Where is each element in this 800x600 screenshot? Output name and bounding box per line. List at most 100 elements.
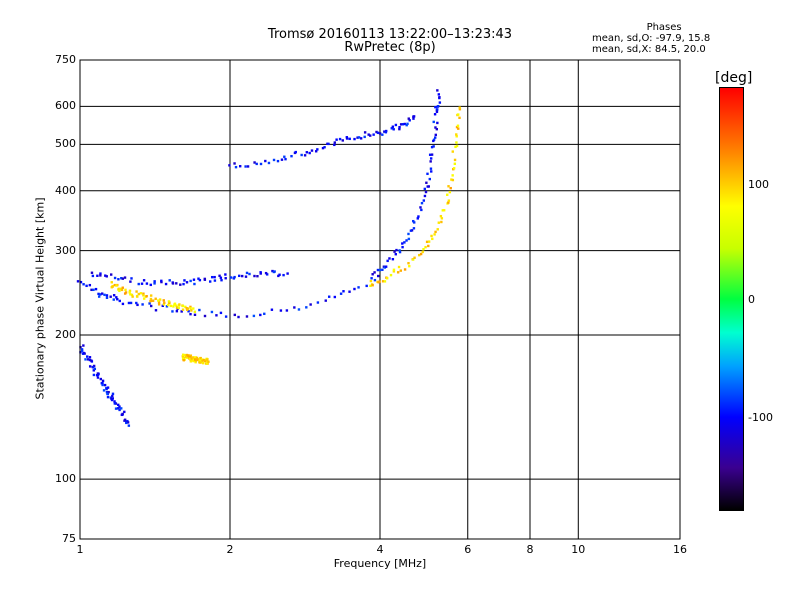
echo-point — [278, 273, 281, 276]
echo-point — [422, 199, 426, 202]
echo-point — [157, 301, 161, 304]
echo-point — [142, 279, 146, 282]
echo-point — [192, 357, 195, 361]
echo-point — [316, 148, 319, 151]
echo-point — [345, 137, 349, 140]
echo-point — [389, 273, 393, 277]
echo-point — [185, 281, 189, 284]
echo-point — [169, 304, 173, 308]
echo-point — [182, 282, 185, 286]
echo-point — [177, 306, 180, 310]
echo-point — [369, 279, 373, 283]
echo-point — [405, 239, 408, 242]
echo-point — [335, 138, 338, 141]
echo-point — [321, 146, 325, 150]
echo-point — [111, 392, 115, 396]
echo-point — [203, 359, 207, 362]
echo-point — [88, 356, 92, 359]
echo-point — [121, 277, 125, 280]
echo-point — [323, 146, 326, 149]
echo-point — [189, 305, 192, 309]
colorbar-tick-label: 100 — [748, 178, 769, 191]
echo-point — [406, 122, 409, 126]
echo-point — [259, 271, 262, 274]
echo-point — [99, 274, 102, 277]
echo-point — [149, 297, 153, 301]
echo-point — [309, 303, 312, 306]
echo-point — [244, 275, 248, 278]
echo-point — [171, 310, 174, 313]
echo-point — [453, 162, 457, 166]
echo-point — [187, 354, 190, 358]
echo-point — [160, 279, 163, 283]
echo-point — [378, 268, 382, 272]
echo-point — [256, 275, 259, 278]
echo-point — [127, 301, 131, 305]
echo-point — [348, 290, 351, 293]
echo-point — [120, 407, 123, 410]
echo-point — [129, 280, 132, 283]
echo-point — [238, 274, 241, 278]
echo-point — [118, 299, 121, 303]
echo-point — [111, 285, 114, 288]
echo-point — [259, 162, 263, 166]
echo-point — [206, 359, 209, 362]
echo-point — [189, 312, 192, 316]
echo-point — [186, 307, 190, 310]
echo-point — [408, 119, 411, 122]
echo-point — [198, 278, 202, 282]
echo-point — [90, 271, 94, 274]
echo-point — [371, 284, 374, 287]
x-tick-label: 10 — [571, 543, 586, 556]
echo-point — [105, 294, 109, 297]
echo-point — [120, 288, 124, 292]
echo-point — [112, 298, 115, 301]
echo-point — [145, 295, 148, 298]
chart-subtitle: RwPretec (8p) — [344, 40, 436, 55]
echo-point — [448, 190, 452, 194]
echo-point — [213, 275, 216, 279]
echo-point — [95, 374, 99, 377]
echo-point — [290, 154, 293, 158]
echo-point — [392, 268, 396, 272]
echo-point — [455, 135, 458, 138]
echo-point — [185, 353, 189, 357]
echo-point — [128, 291, 131, 294]
echo-point — [436, 121, 439, 125]
echo-point — [457, 113, 460, 116]
echo-point — [115, 296, 118, 299]
echo-point — [421, 250, 424, 254]
echo-point — [101, 383, 104, 387]
echo-point — [189, 354, 193, 357]
echo-point — [376, 131, 380, 135]
echo-point — [357, 286, 360, 289]
echo-point — [76, 280, 80, 283]
echo-point — [233, 313, 237, 317]
echo-point — [277, 274, 280, 278]
echo-point — [195, 356, 199, 360]
echo-point — [327, 295, 331, 298]
echo-point — [293, 306, 296, 309]
echo-point — [190, 357, 193, 360]
echo-point — [91, 274, 95, 278]
echo-point — [137, 282, 140, 286]
echo-point — [123, 410, 126, 414]
echo-point — [168, 279, 171, 282]
echo-point — [434, 230, 437, 234]
echo-point — [113, 276, 117, 280]
echo-point — [373, 278, 377, 282]
echo-point — [188, 356, 192, 359]
echo-point — [135, 301, 138, 305]
echo-point — [447, 185, 450, 188]
echo-point — [175, 304, 178, 307]
echo-point — [184, 305, 187, 309]
echo-point — [383, 280, 387, 283]
echo-point — [353, 287, 356, 291]
echo-point — [199, 356, 202, 360]
echo-point — [371, 273, 374, 276]
echo-point — [264, 159, 267, 163]
echo-point — [327, 142, 330, 146]
echo-point — [224, 315, 228, 318]
echo-point — [409, 229, 413, 232]
echo-point — [434, 126, 437, 129]
